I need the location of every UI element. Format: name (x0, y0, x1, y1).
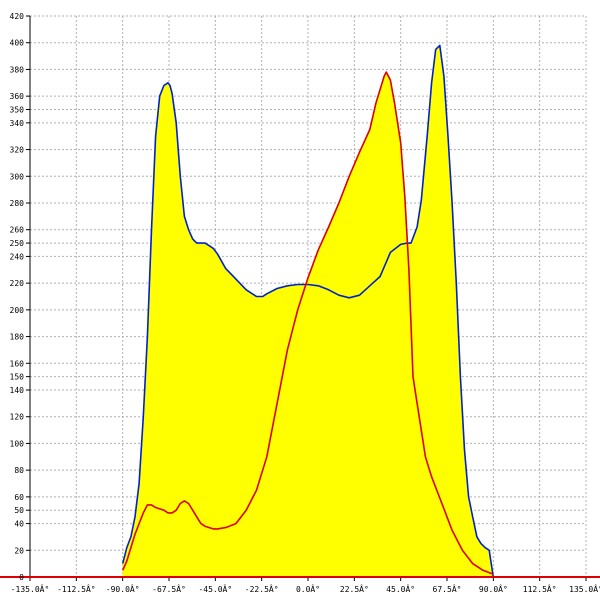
series-fill-layer (122, 45, 494, 577)
y-tick-label: 420 (10, 12, 25, 21)
y-tick-label: 280 (10, 199, 25, 208)
y-tick-label: 220 (10, 279, 25, 288)
y-tick-label: 320 (10, 146, 25, 155)
y-tick-label: 150 (10, 373, 25, 382)
x-tick-label: -45.0Â° (198, 583, 232, 594)
x-tick-label: 67.5Â° (433, 583, 462, 594)
y-tick-label: 100 (10, 439, 25, 448)
x-tick-label: 45.0Â° (386, 583, 415, 594)
y-tick-label: 380 (10, 65, 25, 74)
y-tick-label: 80 (14, 466, 24, 475)
x-tick-label: -67.5Â° (152, 583, 186, 594)
series-line-layer (121, 44, 495, 578)
y-tick-label: 400 (10, 39, 25, 48)
y-tick-label: 300 (10, 172, 25, 181)
x-tick-label: -90.0Â° (106, 583, 140, 594)
x-tick-label: 90.0Â° (479, 583, 508, 594)
y-tick-label: 0 (19, 573, 24, 582)
y-tick-label: 140 (10, 386, 25, 395)
x-tick-label: 0.0Â° (296, 583, 320, 594)
y-tick-label: 340 (10, 119, 25, 128)
y-tick-label: 360 (10, 92, 25, 101)
y-tick-label: 350 (10, 106, 25, 115)
x-tick-label: 135.0Â° (569, 583, 600, 594)
y-tick-label: 40 (14, 520, 24, 529)
series-2-area (122, 72, 494, 577)
x-tick-labels: -135.0Â° -112.5Â° -90.0Â° -67.5Â° -45.0Â° -22… (11, 583, 600, 594)
series-2-line (121, 71, 494, 576)
y-tick-label: 120 (10, 413, 25, 422)
x-tick-label: -22.5Â° (245, 583, 279, 594)
y-tick-label: 200 (10, 306, 25, 315)
y-tick-label: 180 (10, 333, 25, 342)
x-tick-label: -135.0Â° (11, 583, 50, 594)
x-tick-label: -112.5Â° (57, 583, 96, 594)
y-tick-label: 160 (10, 359, 25, 368)
y-tick-labels: 0 20 40 50 60 80 100 120 140 150 160 180 200 220 240 25… (10, 12, 25, 582)
y-tick-label: 20 (14, 546, 24, 555)
y-tick-label: 260 (10, 226, 25, 235)
x-tick-label: 22.5Â° (340, 583, 369, 594)
y-tick-label: 250 (10, 239, 25, 248)
y-tick-label: 50 (14, 506, 24, 515)
series-1-line (121, 44, 495, 578)
x-tick-label: 112.5Â° (523, 583, 557, 594)
y-tick-label: 240 (10, 252, 25, 261)
y-tick-label: 60 (14, 493, 24, 502)
